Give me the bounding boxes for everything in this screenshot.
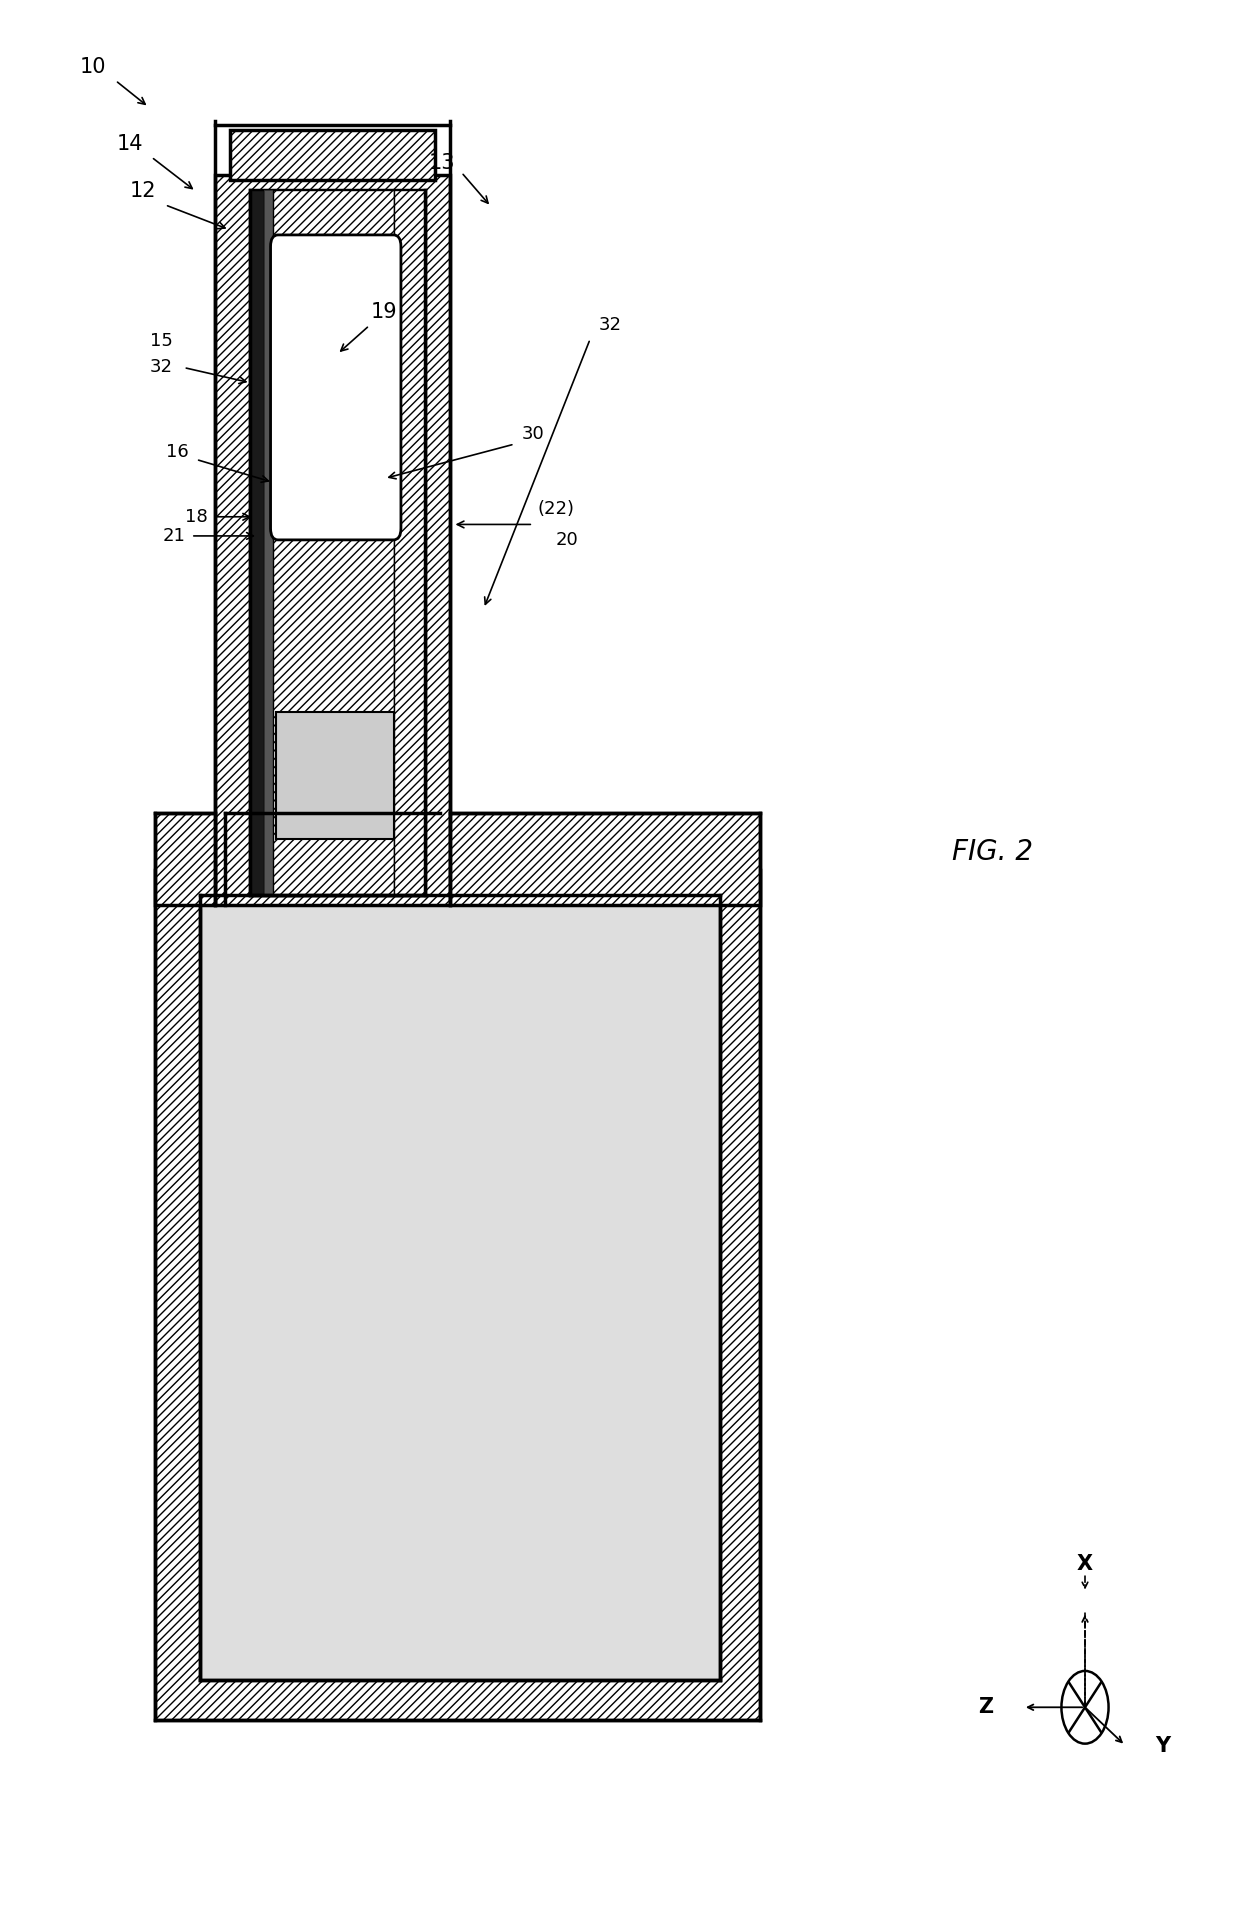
Bar — [393, 189, 425, 896]
Text: 10: 10 — [79, 57, 107, 77]
Bar — [215, 174, 450, 905]
Text: Z: Z — [978, 1698, 993, 1717]
Text: 18: 18 — [185, 507, 207, 526]
Text: Y: Y — [1154, 1736, 1171, 1755]
Text: X: X — [1076, 1554, 1094, 1573]
Bar — [273, 189, 393, 896]
Text: 32: 32 — [150, 358, 172, 377]
Text: 12: 12 — [129, 182, 156, 201]
Text: 20: 20 — [556, 530, 578, 549]
Text: 14: 14 — [117, 134, 144, 153]
Bar — [200, 896, 720, 1680]
Text: 13: 13 — [428, 153, 455, 172]
Text: 15: 15 — [150, 331, 172, 350]
Bar — [155, 871, 760, 1721]
Bar — [450, 813, 760, 905]
Text: 21: 21 — [162, 526, 185, 545]
Bar — [264, 189, 273, 896]
Bar — [155, 813, 215, 905]
Text: (22): (22) — [537, 500, 574, 519]
FancyBboxPatch shape — [270, 235, 401, 540]
Text: 19: 19 — [371, 302, 398, 322]
Bar — [202, 813, 215, 905]
Bar — [229, 130, 435, 180]
Text: 16: 16 — [166, 442, 188, 461]
Bar — [277, 712, 393, 838]
Bar — [250, 189, 425, 896]
Text: 30: 30 — [522, 425, 544, 444]
Text: 32: 32 — [599, 316, 621, 335]
Bar — [250, 189, 264, 896]
Text: FIG. 2: FIG. 2 — [951, 838, 1033, 865]
